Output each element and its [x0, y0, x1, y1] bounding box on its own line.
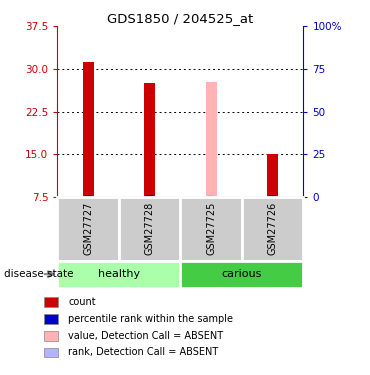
Bar [144, 82, 155, 197]
Text: rank, Detection Call = ABSENT: rank, Detection Call = ABSENT [68, 348, 219, 357]
Bar [83, 62, 94, 197]
Bar [119, 197, 181, 261]
Bar [208, 195, 215, 197]
Title: GDS1850 / 204525_at: GDS1850 / 204525_at [107, 12, 253, 25]
Bar [85, 195, 91, 197]
Bar [269, 195, 276, 197]
Text: GSM27726: GSM27726 [268, 202, 278, 255]
Text: carious: carious [222, 269, 262, 279]
Bar [267, 154, 278, 197]
Bar [181, 261, 303, 288]
Text: disease state: disease state [4, 269, 73, 279]
Bar [146, 195, 153, 197]
Text: count: count [68, 297, 96, 307]
Bar [242, 197, 303, 261]
Text: percentile rank within the sample: percentile rank within the sample [68, 314, 233, 324]
Text: GSM27725: GSM27725 [206, 202, 216, 255]
Text: value, Detection Call = ABSENT: value, Detection Call = ABSENT [68, 331, 223, 340]
Bar [181, 197, 242, 261]
Text: GSM27727: GSM27727 [83, 202, 93, 255]
Bar [206, 82, 217, 197]
Text: healthy: healthy [98, 269, 140, 279]
Bar [57, 197, 119, 261]
Text: GSM27728: GSM27728 [145, 202, 155, 255]
Bar [57, 261, 181, 288]
